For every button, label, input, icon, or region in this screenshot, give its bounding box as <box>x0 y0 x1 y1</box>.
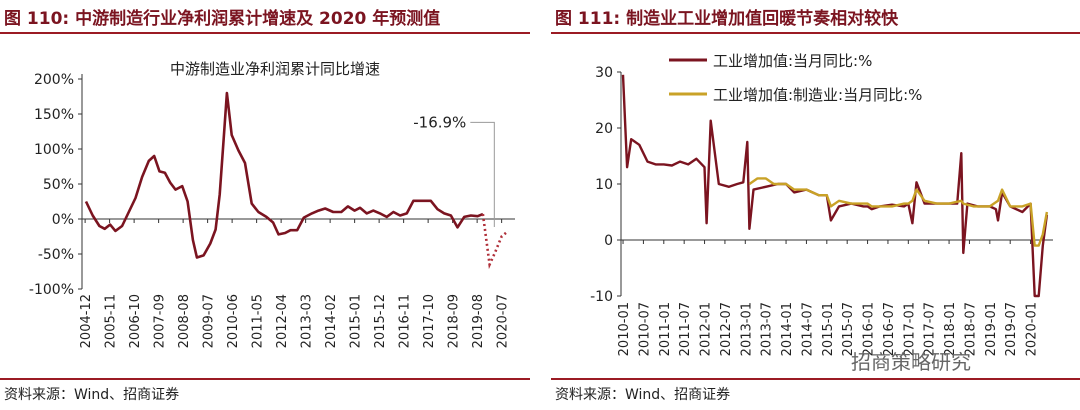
series-line <box>84 91 484 259</box>
y-tick-label: -10 <box>590 289 613 305</box>
x-tick-label: 2018-09 <box>447 294 462 348</box>
title-rule <box>551 32 1080 34</box>
x-tick-label: 2020-01 <box>1025 302 1040 356</box>
title-rule <box>0 32 530 34</box>
x-tick-label: 2012-01 <box>699 302 714 356</box>
series-line-industrial <box>621 74 1049 298</box>
source-rule <box>0 378 530 380</box>
y-tick-label: -100% <box>29 282 74 298</box>
x-tick-label: 2015-01 <box>821 302 836 356</box>
figure-title: 图 111: 制造业工业增加值回暖节奏相对较快 <box>555 9 899 29</box>
x-tick-label: 2014-01 <box>780 302 795 356</box>
x-tick-label: 2016-07 <box>882 302 897 356</box>
chart-net-profit-growth: 中游制造业净利润累计同比增速 200% 150% 100% 50% 0% -50% -100%… <box>29 60 515 348</box>
series-line-manufacturing <box>748 177 1049 247</box>
x-tick-label: 2019-07 <box>1004 302 1019 356</box>
x-tick-label: 2018-07 <box>963 302 978 356</box>
x-tick-label: 2007-09 <box>153 294 168 348</box>
x-tick-label: 2005-11 <box>104 294 119 348</box>
y-tick-label: 30 <box>595 65 613 81</box>
y-tick-label: 50% <box>43 177 74 193</box>
y-tick-label: 20 <box>595 121 613 137</box>
y-tick-label: 100% <box>34 142 74 158</box>
x-tick-label: 2016-01 <box>862 302 877 356</box>
x-tick-label: 2015-01 <box>349 294 364 348</box>
forecast-line <box>481 213 510 270</box>
x-tick-label: 2013-07 <box>760 302 775 356</box>
annotation-leader <box>470 121 495 227</box>
y-tick-label: 10 <box>595 177 613 193</box>
x-tick-label: 2012-04 <box>275 294 290 348</box>
x-tick-label: 2008-08 <box>177 294 192 348</box>
x-tick-label: 2011-07 <box>678 302 693 356</box>
x-tick-label: 2010-07 <box>637 302 652 356</box>
x-tick-label: 2017-01 <box>902 302 917 356</box>
figure-panel-110: 图 110: 中游制造行业净利润累计增速及 2020 年预测值 中游制造业净利润… <box>0 0 530 410</box>
x-tick-label: 2015-12 <box>373 294 388 348</box>
x-tick-label: 2017-10 <box>422 294 437 348</box>
y-tick-label: 150% <box>34 107 74 123</box>
x-tick-label: 2006-10 <box>128 294 143 348</box>
x-tick-label: 2011-05 <box>251 294 266 348</box>
x-tick-label: 2018-01 <box>943 302 958 356</box>
y-tick-label: -50% <box>38 247 74 263</box>
x-tick-label: 2020-07 <box>496 294 511 348</box>
figure-panel-111: 图 111: 制造业工业增加值回暖节奏相对较快 30 20 10 0 -10 2010-0… <box>551 0 1080 410</box>
watermark: 招商策略研究 <box>851 350 971 374</box>
chart-industrial-value-added: 30 20 10 0 -10 2010-01 2010-07 2011-01 2011-07 20… <box>590 52 1053 356</box>
x-tick-label: 2014-02 <box>324 294 339 348</box>
legend-label: 工业增加值:制造业:当月同比:% <box>713 86 922 104</box>
x-tick-label: 2012-07 <box>719 302 734 356</box>
x-tick-label: 2019-08 <box>471 294 486 348</box>
y-tick-label: 200% <box>34 72 74 88</box>
x-tick-label: 2015-07 <box>841 302 856 356</box>
figure-title: 图 110: 中游制造行业净利润累计增速及 2020 年预测值 <box>4 9 441 29</box>
x-tick-label: 2010-01 <box>617 302 632 356</box>
annotation-label: -16.9% <box>413 113 466 131</box>
legend-label: 工业增加值:当月同比:% <box>713 52 872 70</box>
x-tick-label: 2014-07 <box>800 302 815 356</box>
x-tick-label: 2017-07 <box>923 302 938 356</box>
x-tick-label: 2009-07 <box>202 294 217 348</box>
x-tick-label: 2019-01 <box>984 302 999 356</box>
source-note: 资料来源：Wind、招商证券 <box>4 387 180 403</box>
x-tick-label: 2013-01 <box>739 302 754 356</box>
x-tick-label: 2011-01 <box>658 302 673 356</box>
x-tick-label: 2016-11 <box>398 294 413 348</box>
y-tick-label: 0% <box>52 212 74 228</box>
x-tick-label: 2004-12 <box>79 294 94 348</box>
x-tick-label: 2010-06 <box>226 294 241 348</box>
chart-title: 中游制造业净利润累计同比增速 <box>170 60 380 78</box>
x-tick-label: 2013-03 <box>300 294 315 348</box>
y-tick-label: 0 <box>604 233 613 249</box>
source-rule <box>551 378 1080 380</box>
source-note: 资料来源：Wind、招商证券 <box>555 387 731 403</box>
